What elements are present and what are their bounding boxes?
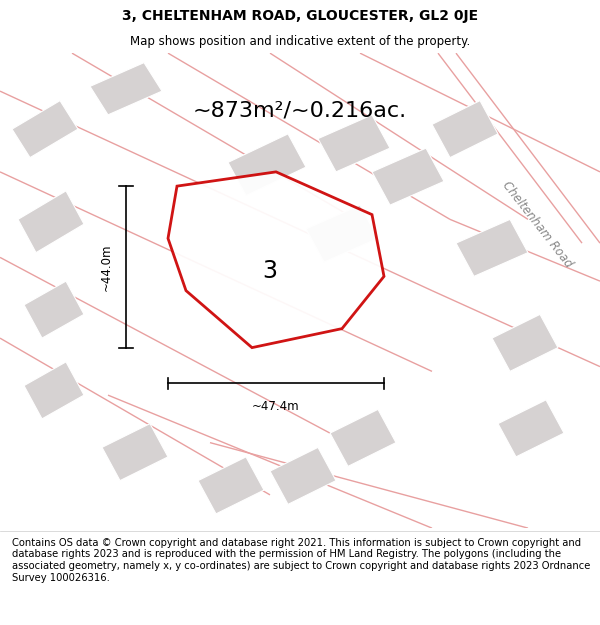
Polygon shape xyxy=(330,409,396,466)
Polygon shape xyxy=(168,172,384,348)
Polygon shape xyxy=(102,424,168,481)
Polygon shape xyxy=(24,362,84,419)
Text: Cheltenham Road: Cheltenham Road xyxy=(499,179,575,270)
Text: ~873m²/~0.216ac.: ~873m²/~0.216ac. xyxy=(193,100,407,120)
Polygon shape xyxy=(24,281,84,338)
Text: 3, CHELTENHAM ROAD, GLOUCESTER, GL2 0JE: 3, CHELTENHAM ROAD, GLOUCESTER, GL2 0JE xyxy=(122,9,478,23)
Polygon shape xyxy=(12,101,78,158)
Text: Contains OS data © Crown copyright and database right 2021. This information is : Contains OS data © Crown copyright and d… xyxy=(12,538,590,582)
Polygon shape xyxy=(318,115,390,172)
Text: ~47.4m: ~47.4m xyxy=(252,400,300,413)
Text: Map shows position and indicative extent of the property.: Map shows position and indicative extent… xyxy=(130,35,470,48)
Polygon shape xyxy=(492,314,558,371)
Polygon shape xyxy=(198,457,264,514)
Text: 3: 3 xyxy=(262,259,277,283)
Polygon shape xyxy=(228,134,306,196)
Polygon shape xyxy=(372,148,444,205)
Polygon shape xyxy=(90,62,162,115)
Polygon shape xyxy=(498,400,564,457)
Polygon shape xyxy=(270,448,336,504)
Text: ~44.0m: ~44.0m xyxy=(100,243,113,291)
Polygon shape xyxy=(432,101,498,158)
Polygon shape xyxy=(456,219,528,276)
Polygon shape xyxy=(306,205,378,262)
Polygon shape xyxy=(18,191,84,253)
